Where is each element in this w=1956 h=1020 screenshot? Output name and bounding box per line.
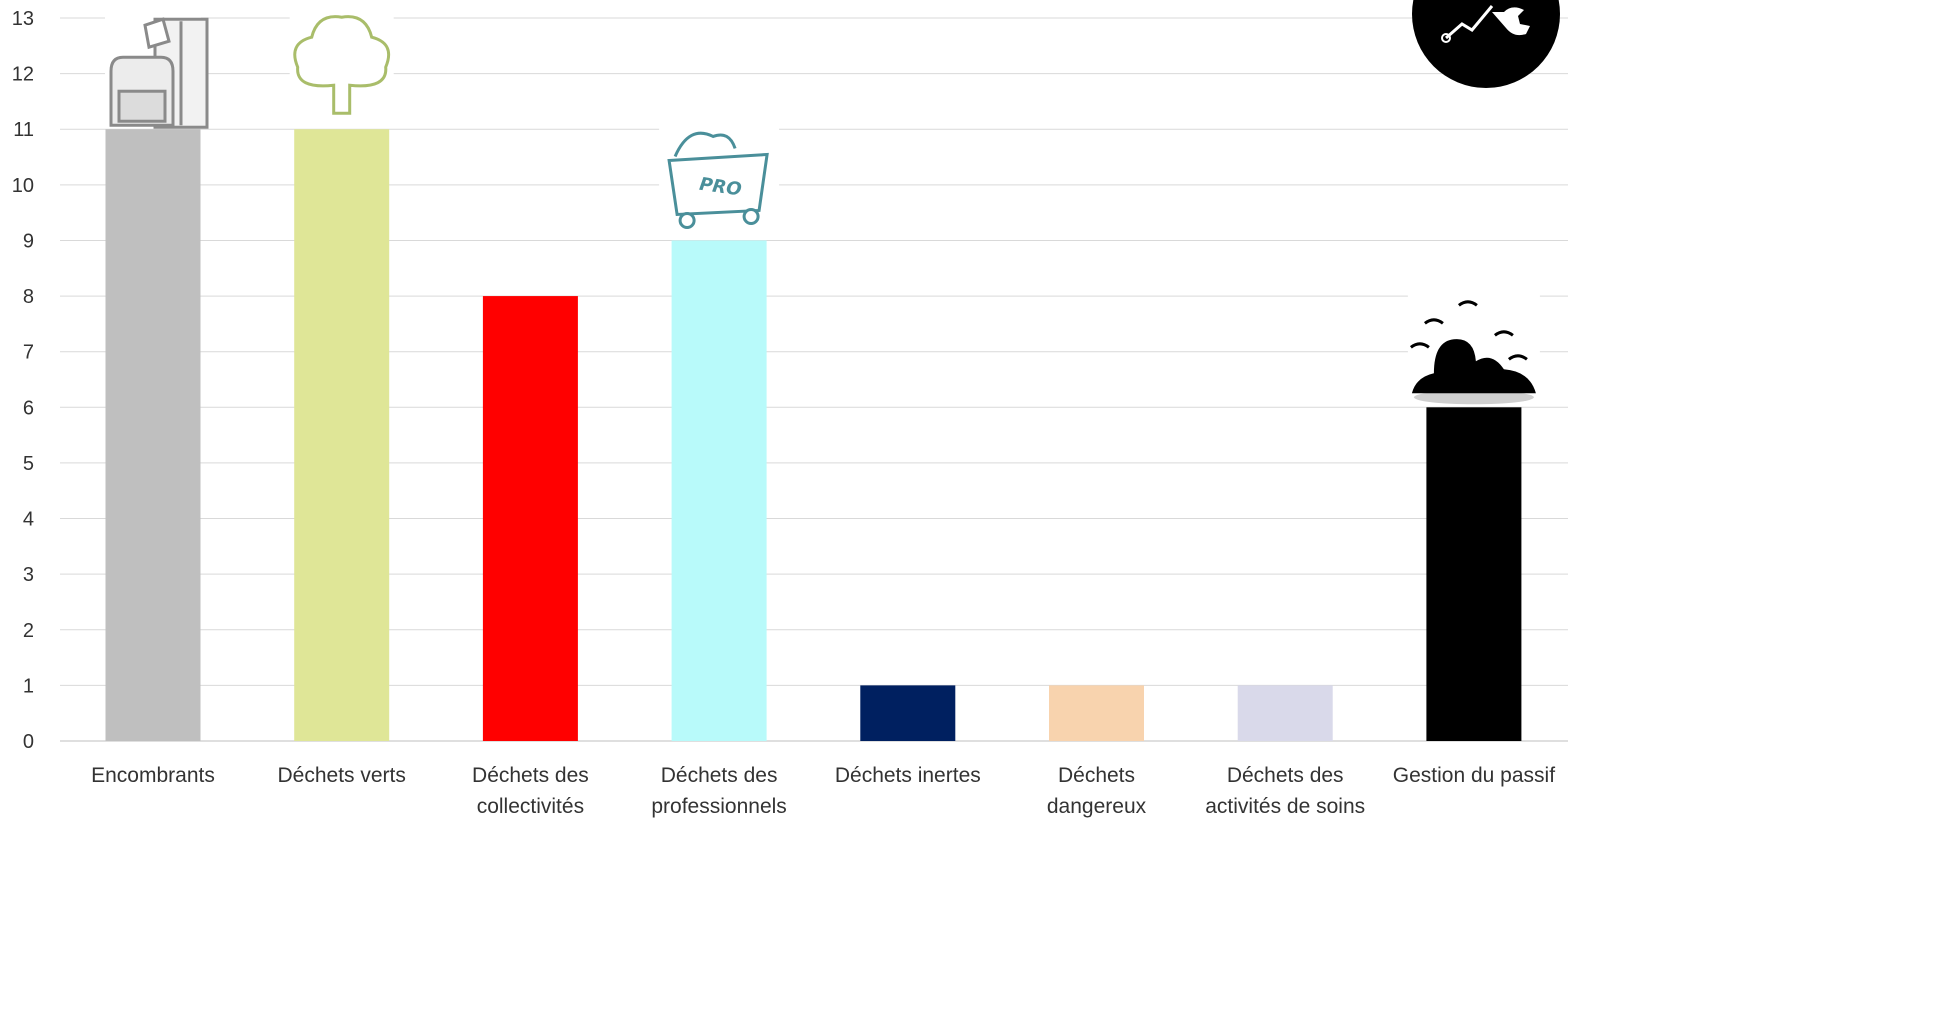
x-category-label: Déchets des collectivités xyxy=(472,764,589,818)
bar-5 xyxy=(860,685,956,741)
category-label-line: professionnels xyxy=(651,795,786,818)
tree-icon xyxy=(289,11,394,128)
y-tick-label: 5 xyxy=(23,453,34,475)
bar-4 xyxy=(671,240,767,741)
bar-8 xyxy=(1426,407,1522,741)
x-category-label: Déchets inertes xyxy=(835,764,981,787)
bird-shape xyxy=(1507,354,1528,361)
wheel xyxy=(742,207,760,225)
bar-chart: PRO 0 1 2 3 4 5 6 7 8 9 10 11 12 13 Encombrants Déchet… xyxy=(12,0,1568,818)
gridlines xyxy=(60,17,1568,742)
category-label-line: activités de soins xyxy=(1205,795,1365,818)
x-category-label: Déchets des professionnels xyxy=(651,764,786,818)
bar-icons: PRO xyxy=(105,11,1540,406)
landfill-heap xyxy=(1411,339,1536,394)
x-category-label: Déchets des activités de soins xyxy=(1205,764,1365,818)
y-tick-label: 6 xyxy=(23,397,34,419)
x-category-label: Gestion du passif xyxy=(1393,764,1555,787)
dumpster-contents xyxy=(673,131,737,158)
y-tick-label: 11 xyxy=(13,119,34,141)
badge-circle xyxy=(1412,0,1560,88)
category-label-line: Déchets des xyxy=(661,764,778,787)
x-axis-categories: Encombrants Déchets verts Déchets des colle… xyxy=(91,764,1555,818)
category-label-line: Déchets xyxy=(1058,764,1135,787)
furniture-icon xyxy=(105,11,209,129)
bird-shape xyxy=(1423,318,1444,325)
wheel xyxy=(678,211,696,229)
y-tick-label: 9 xyxy=(23,230,34,252)
y-tick-label: 8 xyxy=(23,286,34,308)
pro-dumpster-icon: PRO xyxy=(659,122,780,239)
category-label-line: Gestion du passif xyxy=(1393,764,1555,787)
bar-7 xyxy=(1237,685,1333,741)
bird-shape xyxy=(1457,300,1478,307)
y-tick-label: 12 xyxy=(12,64,34,86)
y-tick-label: 3 xyxy=(23,564,34,586)
category-label-line: collectivités xyxy=(477,795,584,818)
x-category-label: Encombrants xyxy=(91,764,215,787)
y-tick-label: 4 xyxy=(23,509,34,531)
category-label-line: Déchets des xyxy=(472,764,589,787)
tool-node xyxy=(1441,33,1451,43)
armchair-seat xyxy=(117,89,167,123)
y-tick-label: 10 xyxy=(12,175,34,197)
bars xyxy=(105,129,1522,741)
y-tick-label: 2 xyxy=(23,620,34,642)
category-label-line: Déchets inertes xyxy=(835,764,981,787)
tool-line xyxy=(1445,5,1494,40)
category-label-line: Déchets des xyxy=(1227,764,1344,787)
frame-shape xyxy=(143,17,171,50)
category-label-line: Encombrants xyxy=(91,764,215,787)
category-label-line: Déchets verts xyxy=(278,764,406,787)
landfill-icon xyxy=(1407,295,1540,406)
x-category-label: Déchets verts xyxy=(278,764,406,787)
category-label-line: dangereux xyxy=(1047,795,1147,818)
bird-shape xyxy=(1409,342,1430,349)
bar-1 xyxy=(105,129,201,741)
x-category-label: Déchets dangereux xyxy=(1047,764,1147,818)
tree-shape xyxy=(293,15,391,115)
y-tick-label: 1 xyxy=(23,675,34,697)
bar-6 xyxy=(1049,685,1144,741)
y-tick-label: 13 xyxy=(12,8,34,30)
tools-badge-icon xyxy=(1412,0,1560,88)
dumpster-body xyxy=(667,152,769,217)
bar-3 xyxy=(482,296,578,741)
y-tick-label: 0 xyxy=(23,731,34,753)
bar-2 xyxy=(294,129,390,741)
corner-badge xyxy=(1412,0,1560,88)
bird-shape xyxy=(1493,330,1514,337)
landfill-base xyxy=(1413,390,1534,405)
y-tick-label: 7 xyxy=(23,342,34,364)
wrench-shape xyxy=(1492,7,1530,36)
